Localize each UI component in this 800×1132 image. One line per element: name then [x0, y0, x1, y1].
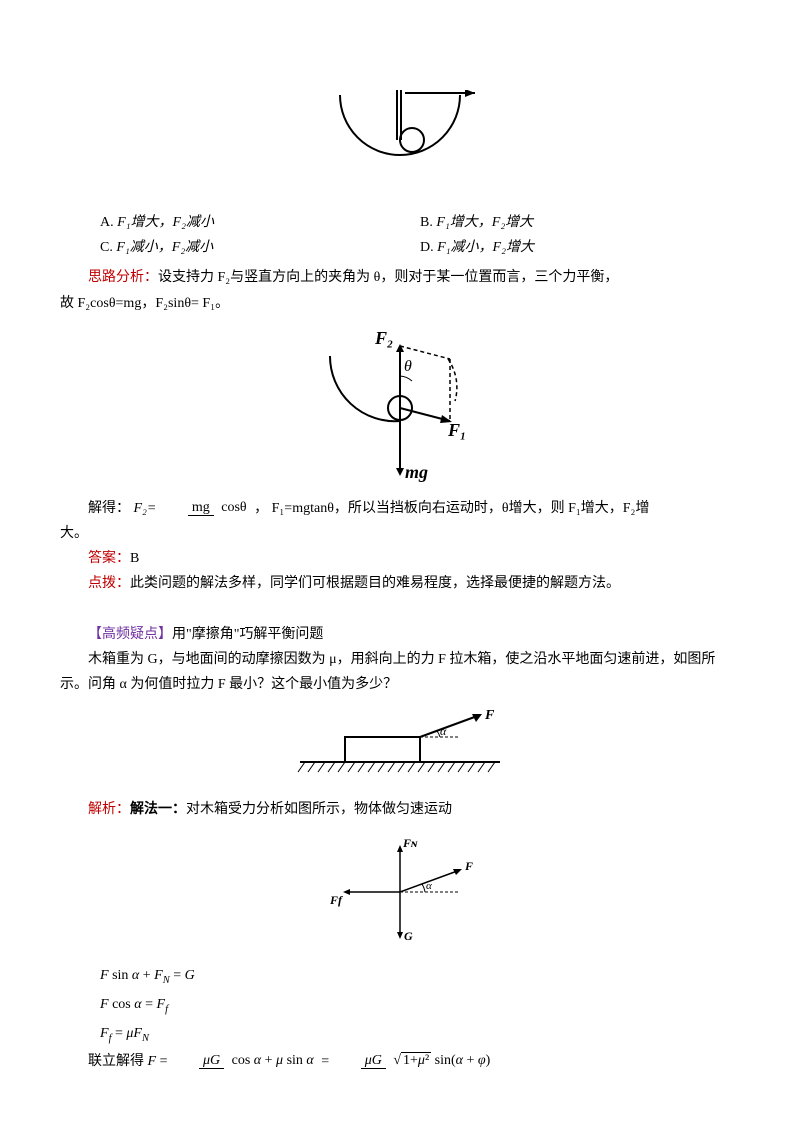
svg-text:F: F — [484, 708, 495, 723]
answer-line: 答案：B — [60, 546, 740, 571]
section2-title: 用"摩擦角"巧解平衡问题 — [172, 627, 323, 642]
option-a: A. F₁增大，F₂减小 — [100, 210, 420, 235]
options-block: A. F₁增大，F₂减小 B. F₁增大，F₂增大 C. F₁减小，F₂减小 D… — [100, 210, 740, 260]
fig3-svg: F α — [290, 707, 510, 787]
frac-mg-cos: mg cosθ — [160, 500, 251, 517]
eq-final: 联立解得 F = μG cos α + μ sin α = μG √1+μ² s… — [60, 1049, 740, 1074]
frac-final-1: μG cos α + μ sin α — [171, 1053, 318, 1070]
option-d: D. F₁减小，F₂增大 — [420, 235, 740, 260]
analysis-label: 思路分析： — [88, 270, 158, 285]
analysis-line1: 思路分析：设支持力 F₂与竖直方向上的夹角为 θ，则对于某一位置而言，三个力平衡… — [60, 265, 740, 290]
tips-line: 点拨：此类问题的解法多样，同学们可根据题目的难易程度，选择最便捷的解题方法。 — [60, 571, 740, 596]
tips-label: 点拨： — [88, 576, 130, 591]
svg-text:Fɴ: Fɴ — [402, 836, 418, 850]
svg-text:F: F — [464, 859, 473, 873]
svg-text:mg: mg — [405, 462, 428, 482]
figure-free-body: Fɴ F α Ff G — [60, 832, 740, 952]
analysis-line2: 故 F₂cosθ=mg，F₂sinθ= F₁。 — [60, 291, 740, 316]
svg-text:F₂: F₂ — [374, 328, 393, 348]
option-b: B. F₁增大，F₂增大 — [420, 210, 740, 235]
eq-1: F sin α + FN = G — [100, 962, 740, 991]
solve-prefix: 解得： — [88, 501, 130, 516]
svg-text:F₁: F₁ — [447, 420, 466, 440]
method-bold: 解法一： — [130, 802, 186, 817]
answer-label: 答案： — [88, 551, 130, 566]
figure-force-bowl: F₂ F₁ mg θ — [60, 326, 740, 486]
figure-bowl-plate — [60, 90, 740, 200]
tips-text: 此类问题的解法多样，同学们可根据题目的难易程度，选择最便捷的解题方法。 — [130, 576, 620, 591]
analysis-text1: 设支持力 F₂与竖直方向上的夹角为 θ，则对于某一位置而言，三个力平衡， — [158, 270, 618, 285]
section2-label: 【高频疑点】 — [88, 627, 172, 642]
method-text: 对木箱受力分析如图所示，物体做匀速运动 — [186, 802, 452, 817]
svg-text:α: α — [440, 724, 447, 738]
option-c: C. F₁减小，F₂减小 — [100, 235, 420, 260]
solve-cont: 大。 — [60, 521, 740, 546]
svg-text:θ: θ — [404, 358, 412, 375]
method-line: 解析：解法一：对木箱受力分析如图所示，物体做匀速运动 — [60, 797, 740, 822]
svg-text:G: G — [404, 929, 413, 943]
answer-value: B — [130, 551, 139, 566]
figure-box-ground: F α — [60, 707, 740, 787]
final-prefix: 联立解得 — [88, 1054, 148, 1069]
solve-right: F₁=mgtanθ，所以当挡板向右运动时，θ增大，则 F₁增大，F₂增 — [272, 501, 650, 516]
svg-text:α: α — [426, 880, 432, 892]
eq-3: Ff = μFN — [100, 1020, 740, 1049]
frac-final-2: μG √1+μ² sin(α + φ) — [333, 1053, 495, 1070]
svg-text:Ff: Ff — [329, 893, 343, 907]
solve-line: 解得： F₂= mg cosθ ， F₁=mgtanθ，所以当挡板向右运动时，θ… — [60, 496, 740, 521]
eq-f2eq: F₂= — [134, 501, 160, 516]
section2-header: 【高频疑点】用"摩擦角"巧解平衡问题 — [60, 622, 740, 647]
fig4-svg: Fɴ F α Ff G — [320, 832, 480, 952]
section2-p1: 木箱重为 G，与地面间的动摩擦因数为 μ，用斜向上的力 F 拉木箱，使之沿水平地… — [60, 647, 740, 697]
method-label: 解析： — [88, 802, 130, 817]
fig1-svg — [315, 90, 485, 200]
fig2-svg: F₂ F₁ mg θ — [300, 326, 500, 486]
eq-2: F cos α = Ff — [100, 991, 740, 1020]
